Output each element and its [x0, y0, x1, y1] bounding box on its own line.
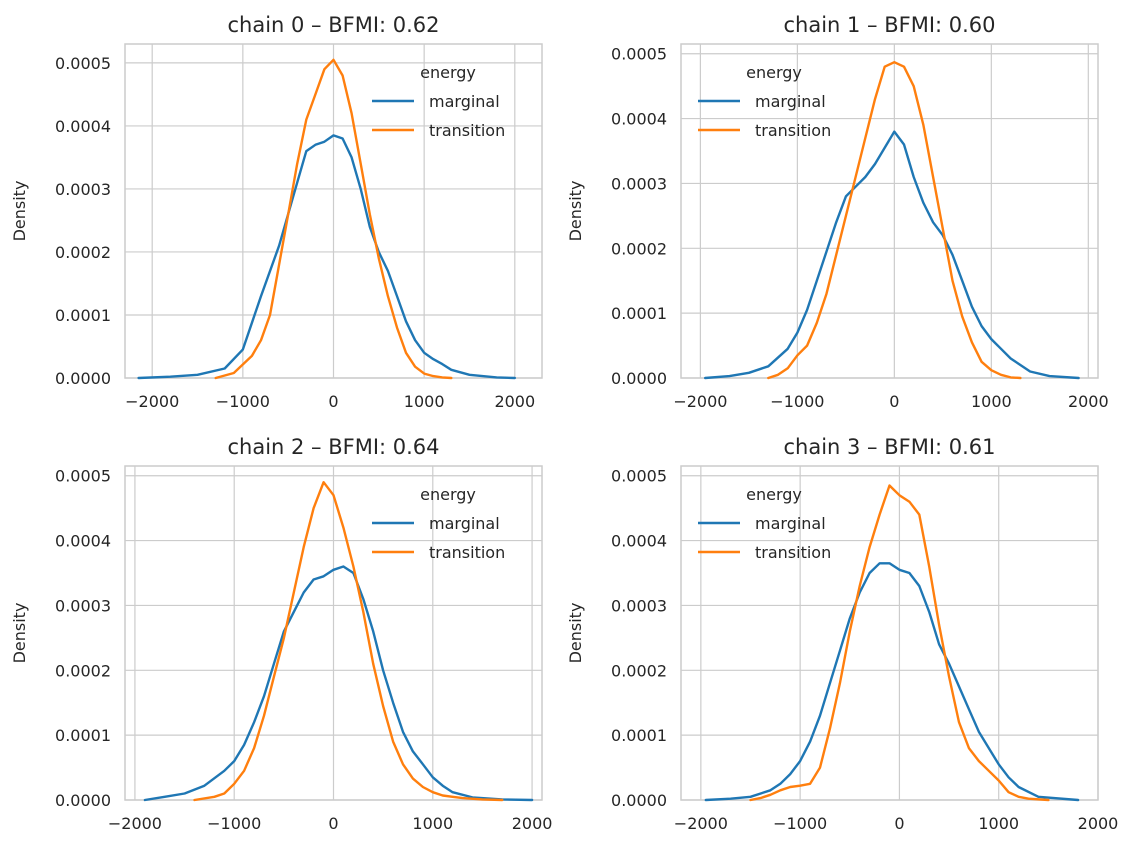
chart-2-ytick-label-3: 0.0003: [55, 596, 111, 615]
chart-3-legend-label-marginal: marginal: [755, 514, 826, 533]
chart-0-legend: energy marginal transition: [372, 63, 505, 140]
chart-1-title: chain 1 – BFMI: 0.60: [783, 13, 995, 37]
chart-2-xtick-label-1: −1000: [207, 814, 261, 833]
chart-1-ytick-label-4: 0.0004: [611, 110, 667, 129]
chart-2-legend: energy marginal transition: [372, 485, 505, 562]
chart-3-ytick-label-4: 0.0004: [611, 532, 667, 551]
chart-0-series-transition-line: [214, 58, 453, 380]
chart-1-panel: −2000 −1000 0 1000 2000 0.0000 0.0001 0.0002 0.0…: [566, 13, 1109, 411]
chart-1-xtick-label-2: 0: [889, 392, 899, 411]
chart-0-ytick-label-5: 0.0005: [55, 54, 111, 73]
chart-3-legend-title: energy: [746, 485, 802, 504]
chart-2-ytick-label-1: 0.0001: [55, 726, 111, 745]
chart-2-series-marginal-line: [143, 565, 534, 802]
chart-2-ytick-label-0: 0.0000: [55, 791, 111, 810]
chart-2-frame: [124, 465, 543, 801]
chart-2-panel: −2000 −1000 0 1000 2000 0.0000 0.0001 0.0002 0.0…: [10, 435, 552, 833]
chart-3-ytick-label-2: 0.0002: [611, 661, 667, 680]
chart-2-xtick-label-3: 1000: [412, 814, 453, 833]
chart-1-frame: [680, 43, 1099, 379]
chart-2-ytick-label-2: 0.0002: [55, 661, 111, 680]
chart-1-ytick-label-1: 0.0001: [611, 304, 667, 323]
chart-2-xtick-label-4: 2000: [512, 814, 553, 833]
chart-3-ytick-label-3: 0.0003: [611, 596, 667, 615]
chart-1-ytick-label-0: 0.0000: [611, 369, 667, 388]
chart-0-ytick-label-2: 0.0002: [55, 243, 111, 262]
chart-3-panel: −2000 −1000 0 1000 2000 0.0000 0.0001 0.0002 0.0…: [566, 435, 1118, 833]
chart-3-xtick-label-3: 1000: [978, 814, 1019, 833]
chart-3-series-marginal-line: [704, 562, 1080, 802]
chart-1-xtick-label-0: −2000: [673, 392, 727, 411]
chart-1-legend-label-marginal: marginal: [755, 92, 826, 111]
chart-2-ytick-label-5: 0.0005: [55, 467, 111, 486]
chart-0-ytick-label-0: 0.0000: [55, 369, 111, 388]
chart-1-xtick-label-1: −1000: [770, 392, 824, 411]
chart-0-ytick-label-3: 0.0003: [55, 180, 111, 199]
chart-0-xtick-label-3: 1000: [404, 392, 445, 411]
chart-3-xtick-label-0: −2000: [674, 814, 728, 833]
chart-0-title: chain 0 – BFMI: 0.62: [227, 13, 439, 37]
chart-3-ylabel: Density: [566, 603, 585, 664]
chart-2-xtick-label-0: −2000: [108, 814, 162, 833]
chart-1-ytick-label-5: 0.0005: [611, 45, 667, 64]
chart-1-legend: energy marginal transition: [698, 63, 831, 140]
chart-3-xtick-label-2: 0: [894, 814, 904, 833]
chart-3-title: chain 3 – BFMI: 0.61: [783, 435, 995, 459]
chart-0-ytick-label-4: 0.0004: [55, 117, 111, 136]
chart-3-ytick-label-0: 0.0000: [611, 791, 667, 810]
chart-3-ytick-label-1: 0.0001: [611, 726, 667, 745]
chart-3-frame: [680, 465, 1099, 801]
chart-1-xtick-label-3: 1000: [971, 392, 1012, 411]
chart-1-series-marginal-line: [704, 130, 1080, 380]
chart-0-xtick-label-0: −2000: [125, 392, 179, 411]
chart-3-xtick-label-1: −1000: [773, 814, 827, 833]
chart-2-legend-title: energy: [420, 485, 476, 504]
chart-2-title: chain 2 – BFMI: 0.64: [227, 435, 439, 459]
chart-1-ytick-label-2: 0.0002: [611, 239, 667, 258]
chart-2-ytick-label-4: 0.0004: [55, 532, 111, 551]
chart-0-legend-label-marginal: marginal: [429, 92, 500, 111]
chart-3-legend-label-transition: transition: [755, 543, 831, 562]
chart-0-frame: [124, 43, 543, 379]
chart-2-series-transition-line: [193, 481, 504, 802]
chart-0-xtick-label-1: −1000: [216, 392, 270, 411]
chart-0-xtick-label-2: 0: [328, 392, 338, 411]
chart-0-legend-title: energy: [420, 63, 476, 82]
chart-1-xtick-label-4: 2000: [1068, 392, 1109, 411]
chart-0-legend-label-transition: transition: [429, 121, 505, 140]
chart-0-panel: −2000 −1000 0 1000 2000 0.0000 0.0001 0.0002 0.0…: [10, 13, 543, 411]
chart-1-legend-label-transition: transition: [755, 121, 831, 140]
chart-1-legend-title: energy: [746, 63, 802, 82]
chart-2-legend-label-marginal: marginal: [429, 514, 500, 533]
chart-3-series-transition-line: [749, 484, 1050, 802]
chart-2-ylabel: Density: [10, 603, 29, 664]
chart-3-legend: energy marginal transition: [698, 485, 831, 562]
chart-3-ytick-label-5: 0.0005: [611, 467, 667, 486]
chart-1-ytick-label-3: 0.0003: [611, 174, 667, 193]
chart-1-ylabel: Density: [566, 181, 585, 242]
chart-3-xtick-label-4: 2000: [1078, 814, 1119, 833]
chart-0-xtick-label-4: 2000: [494, 392, 535, 411]
chart-0-series-marginal-line: [137, 134, 516, 380]
chart-2-xtick-label-2: 0: [328, 814, 338, 833]
chart-2-legend-label-transition: transition: [429, 543, 505, 562]
chart-0-ytick-label-1: 0.0001: [55, 306, 111, 325]
chart-1-series-transition-line: [767, 61, 1022, 380]
chart-0-ylabel: Density: [10, 181, 29, 242]
